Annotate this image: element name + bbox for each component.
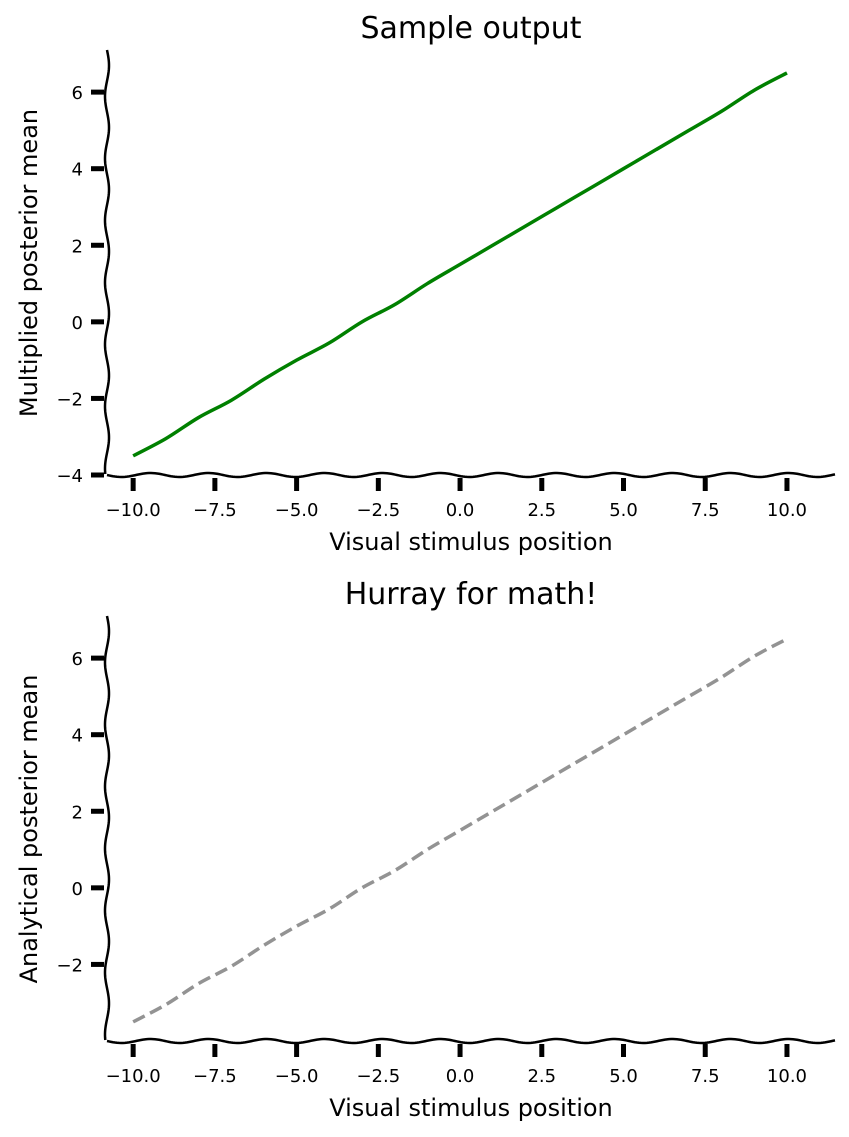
chart-title: Sample output [361,11,582,46]
x-tick-label: 7.5 [691,500,720,521]
x-tick-label: −5.0 [275,500,319,521]
x-tick-label: 5.0 [609,1066,638,1087]
x-axis-line [106,471,836,479]
x-axis-label: Visual stimulus position [329,1094,613,1122]
x-tick-label: 2.5 [527,500,556,521]
y-tick-label: 2 [72,236,83,257]
y-axis-line [103,615,111,1041]
y-tick-label: 4 [72,726,83,747]
x-tick-label: −5.0 [275,1066,319,1087]
x-axis-ticks: −10.0 −7.5 −5.0 −2.5 0.0 2.5 5.0 7.5 10.0 [106,478,807,521]
series-line [132,637,788,1024]
axis-spines [103,615,836,1045]
y-tick-label: 0 [72,313,83,334]
x-tick-label: −7.5 [193,500,237,521]
plot-area [132,637,788,1024]
y-tick-label: 6 [72,649,83,670]
y-tick-label: −4 [56,466,83,487]
y-tick-label: 2 [72,802,83,823]
y-tick-label: 6 [72,83,83,104]
x-tick-label: −2.5 [356,1066,400,1087]
axis-spines [103,49,836,479]
series-line [132,71,788,458]
x-axis-line [106,1037,836,1045]
panel-sample-output: Sample output Multiplied posterior mean … [15,11,836,556]
panel-hurray-for-math: Hurray for math! Analytical posterior me… [15,577,836,1122]
y-tick-label: 0 [72,879,83,900]
x-tick-label: 10.0 [767,1066,807,1087]
y-axis-ticks: −4 −2 0 2 4 6 [56,83,104,487]
chart-title: Hurray for math! [345,577,598,612]
x-axis-label: Visual stimulus position [329,528,613,556]
x-tick-label: 0.0 [446,500,475,521]
y-tick-label: −2 [56,955,83,976]
x-axis-ticks: −10.0 −7.5 −5.0 −2.5 0.0 2.5 5.0 7.5 10.0 [106,1044,807,1087]
x-tick-label: −7.5 [193,1066,237,1087]
y-axis-label: Analytical posterior mean [15,675,43,984]
x-tick-label: 10.0 [767,500,807,521]
x-tick-label: 0.0 [446,1066,475,1087]
x-tick-label: −10.0 [106,1066,161,1087]
y-axis-label: Multiplied posterior mean [15,109,43,417]
y-tick-label: −2 [56,389,83,410]
y-axis-ticks: −2 0 2 4 6 [56,649,104,976]
x-tick-label: 2.5 [527,1066,556,1087]
x-tick-label: 7.5 [691,1066,720,1087]
x-tick-label: 5.0 [609,500,638,521]
x-tick-label: −10.0 [106,500,161,521]
y-axis-line [103,49,111,475]
x-tick-label: −2.5 [356,500,400,521]
plot-area [132,71,788,458]
y-tick-label: 4 [72,160,83,181]
